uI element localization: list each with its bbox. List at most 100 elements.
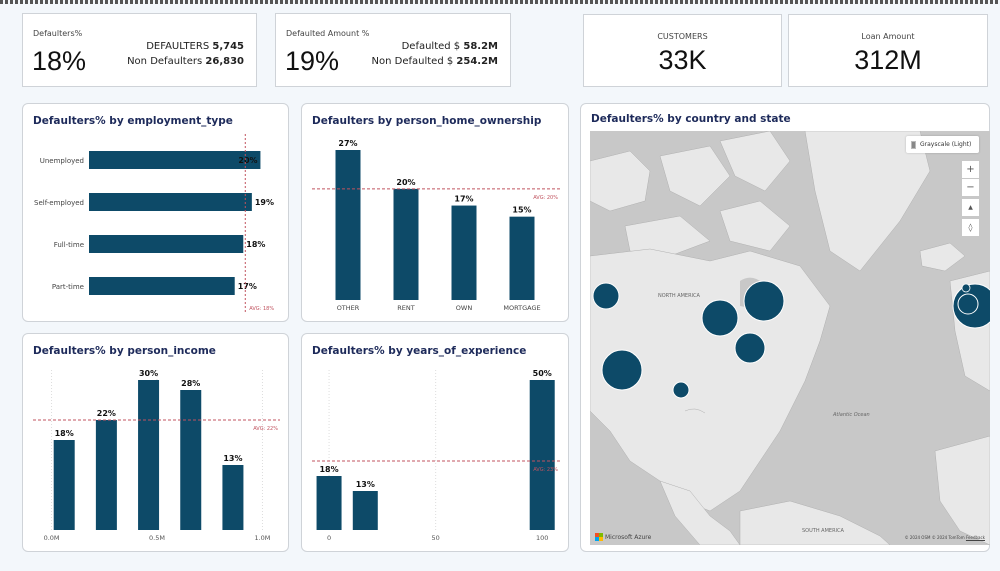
data-label: 50% [533, 369, 552, 378]
azure-brand: Microsoft Azure [595, 533, 651, 541]
top-border [0, 0, 1000, 4]
data-label: 19% [255, 198, 274, 207]
kpi-customers: CUSTOMERS 33K [583, 14, 782, 87]
kpi-loan-amount: Loan Amount 312M [788, 14, 988, 87]
map-bubble [601, 349, 643, 391]
map-bubble [672, 381, 690, 399]
category-label: OTHER [337, 304, 360, 312]
data-label: 28% [181, 379, 200, 388]
copyright-text: © 2024 OSM © 2024 TomTom [904, 535, 965, 540]
non-defaulted-value: 254.2M [456, 56, 498, 67]
style-swatch-icon [911, 140, 916, 149]
x-tick-label: 0.0M [44, 534, 60, 542]
data-label: 30% [139, 369, 158, 378]
bar [529, 380, 555, 530]
data-label: 13% [356, 480, 375, 489]
data-label: 18% [55, 429, 74, 438]
chart-experience-svg: 18% 13% 50% AVG: 23% 0 50 100 [312, 369, 560, 542]
chart-home-svg: 27% 20% 17% 15%AVG: 20% OTHER RENT OWN MORTGAGE [312, 139, 560, 312]
bar [95, 420, 117, 530]
bar [352, 491, 378, 530]
chart-title: Defaulters% by person_income [33, 345, 216, 357]
kpi-value: 19% [285, 46, 340, 76]
map-card: Defaulters% by country and state [580, 103, 990, 552]
bar [451, 205, 477, 300]
map-style-label: Grayscale (Light) [920, 141, 972, 148]
label-south-america: SOUTH AMERICA [802, 528, 844, 534]
x-tick-label: 50 [431, 534, 439, 542]
data-label: 13% [223, 454, 242, 463]
compass-button[interactable]: ◊ [962, 219, 979, 236]
category-label: MORTGAGE [503, 304, 540, 312]
bar [222, 465, 244, 530]
kpi-label: Loan Amount [861, 32, 915, 41]
x-tick-label: 1.0M [254, 534, 270, 542]
map-copyright: © 2024 OSM © 2024 TomTom Feedback [905, 535, 985, 540]
average-label: AVG: 23% [533, 467, 558, 473]
bar [180, 390, 202, 530]
bar [89, 193, 252, 211]
arctic-island [624, 215, 711, 257]
bar [89, 235, 244, 253]
x-tick-label: 0.5M [149, 534, 165, 542]
bar [138, 380, 160, 530]
kpi-label: Defaulted Amount % [286, 29, 370, 38]
kpi-value: 33K [658, 45, 707, 75]
defaulted-value: 58.2M [463, 41, 498, 52]
kpi-label: Defaulters% [33, 29, 83, 38]
bar [335, 150, 361, 300]
map-bubble [743, 280, 785, 322]
map-canvas[interactable]: NORTH AMERICA Atlantic Ocean SOUTH AMERI… [590, 131, 990, 545]
chart-employment-svg: Unemployed 20% Self-employed 19% Full-time 18… [34, 134, 274, 314]
defaulters-value: 5,745 [212, 41, 244, 52]
category-label: Self-employed [34, 199, 84, 207]
category-label: RENT [397, 304, 414, 312]
map-bubble-ring [957, 293, 979, 315]
kpi-defaulted-amount-pct: Defaulted Amount % 19% Defaulted $ 58.2M… [275, 13, 511, 87]
chart-title: Defaulters by person_home_ownership [312, 115, 542, 127]
chart-title: Defaulters% by employment_type [33, 115, 233, 127]
data-label: 17% [238, 282, 257, 291]
chart-home-ownership[interactable]: Defaulters by person_home_ownership 27% 2… [301, 103, 569, 322]
label-north-america: NORTH AMERICA [658, 293, 700, 299]
chart-years-experience[interactable]: Defaulters% by years_of_experience 18% 13… [301, 333, 569, 552]
average-label: AVG: 18% [249, 306, 274, 312]
kpi-value: 18% [32, 46, 87, 76]
label-atlantic: Atlantic Ocean [833, 412, 870, 418]
chart-title: Defaulters% by years_of_experience [312, 345, 527, 357]
non-defaulters-value: 26,830 [205, 56, 244, 67]
africa [934, 435, 990, 545]
non-defaulted-label: Non Defaulted $ [371, 56, 454, 67]
average-label: AVG: 22% [253, 426, 278, 432]
defaulters-label: DEFAULTERS [146, 41, 210, 52]
average-label: AVG: 20% [533, 195, 558, 201]
x-tick-label: 0 [327, 534, 331, 542]
zoom-out-button[interactable]: − [962, 179, 979, 196]
bar [89, 151, 261, 169]
iceland [919, 242, 966, 272]
category-label: Part-time [52, 283, 84, 291]
arctic-island [659, 145, 731, 207]
chart-employment-type[interactable]: Defaulters% by employment_type Unemploye… [22, 103, 289, 322]
arctic-island [719, 131, 791, 192]
bar [509, 216, 535, 300]
category-label: OWN [456, 304, 473, 312]
zoom-in-button[interactable]: + [962, 161, 979, 178]
arctic-island [590, 150, 651, 212]
map-bubble [734, 332, 766, 364]
pitch-button[interactable]: ▲ [962, 199, 979, 216]
central-america [659, 480, 741, 545]
azure-label: Microsoft Azure [605, 533, 652, 541]
defaulted-label: Defaulted $ [401, 41, 461, 52]
map-style-button[interactable]: Grayscale (Light) [906, 136, 979, 153]
feedback-link[interactable]: Feedback [965, 535, 985, 540]
kpi-breakdown: DEFAULTERS 5,745 Non Defaulters 26,830 [127, 39, 244, 69]
arctic-island [719, 200, 791, 252]
kpi-label: CUSTOMERS [657, 32, 708, 41]
chart-person-income[interactable]: Defaulters% by person_income 18% 22% 30% 28… [22, 333, 289, 552]
south-america [739, 500, 891, 545]
data-label: 22% [97, 409, 116, 418]
map-bubble [592, 282, 620, 310]
bar [53, 440, 75, 530]
map-bubble [961, 283, 971, 293]
